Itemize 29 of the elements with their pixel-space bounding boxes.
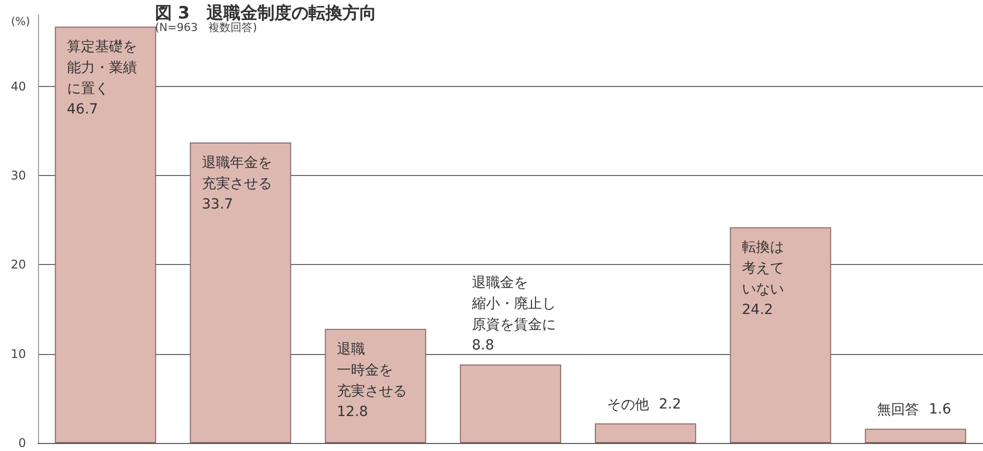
y-tick-label: 30	[10, 168, 26, 182]
data-label: 12.8	[336, 404, 368, 420]
x-tick-label: 算定基礎を能力・業績に置く	[66, 39, 137, 98]
bar	[864, 428, 966, 443]
x-tick-label: 退職年金を充実させる	[202, 155, 272, 192]
data-label: 33.7	[202, 196, 234, 213]
x-tick-label: 無回答	[876, 402, 919, 418]
x-tick-label: 転換は考えていない	[742, 240, 784, 298]
chart-title: 図 3 退職金制度の転換方向	[155, 4, 377, 24]
data-label: 2.2	[658, 396, 682, 412]
data-label: 1.6	[928, 402, 952, 418]
data-label: 24.2	[742, 302, 774, 318]
x-tick-label: その他	[606, 396, 649, 413]
bar	[190, 142, 292, 443]
data-label: 8.8	[472, 338, 494, 354]
data-label: 46.7	[66, 102, 98, 118]
text: (N=963 複数回答)	[155, 21, 258, 34]
bar	[324, 328, 426, 443]
bar	[460, 364, 562, 443]
y-tick-label: 10	[10, 346, 26, 361]
x-tick-label: 退職一時金を充実させる	[336, 341, 407, 400]
y-axis-title: (%)	[10, 15, 30, 28]
x-tick-label: 退職金を縮小・廃止し原資を賃金に	[470, 275, 556, 334]
bar	[54, 26, 156, 443]
y-tick-label: 40	[10, 79, 26, 94]
bar	[730, 227, 832, 443]
y-tick-label: 20	[10, 258, 26, 272]
y-tick-label: 0	[18, 436, 26, 450]
bar	[594, 423, 696, 443]
